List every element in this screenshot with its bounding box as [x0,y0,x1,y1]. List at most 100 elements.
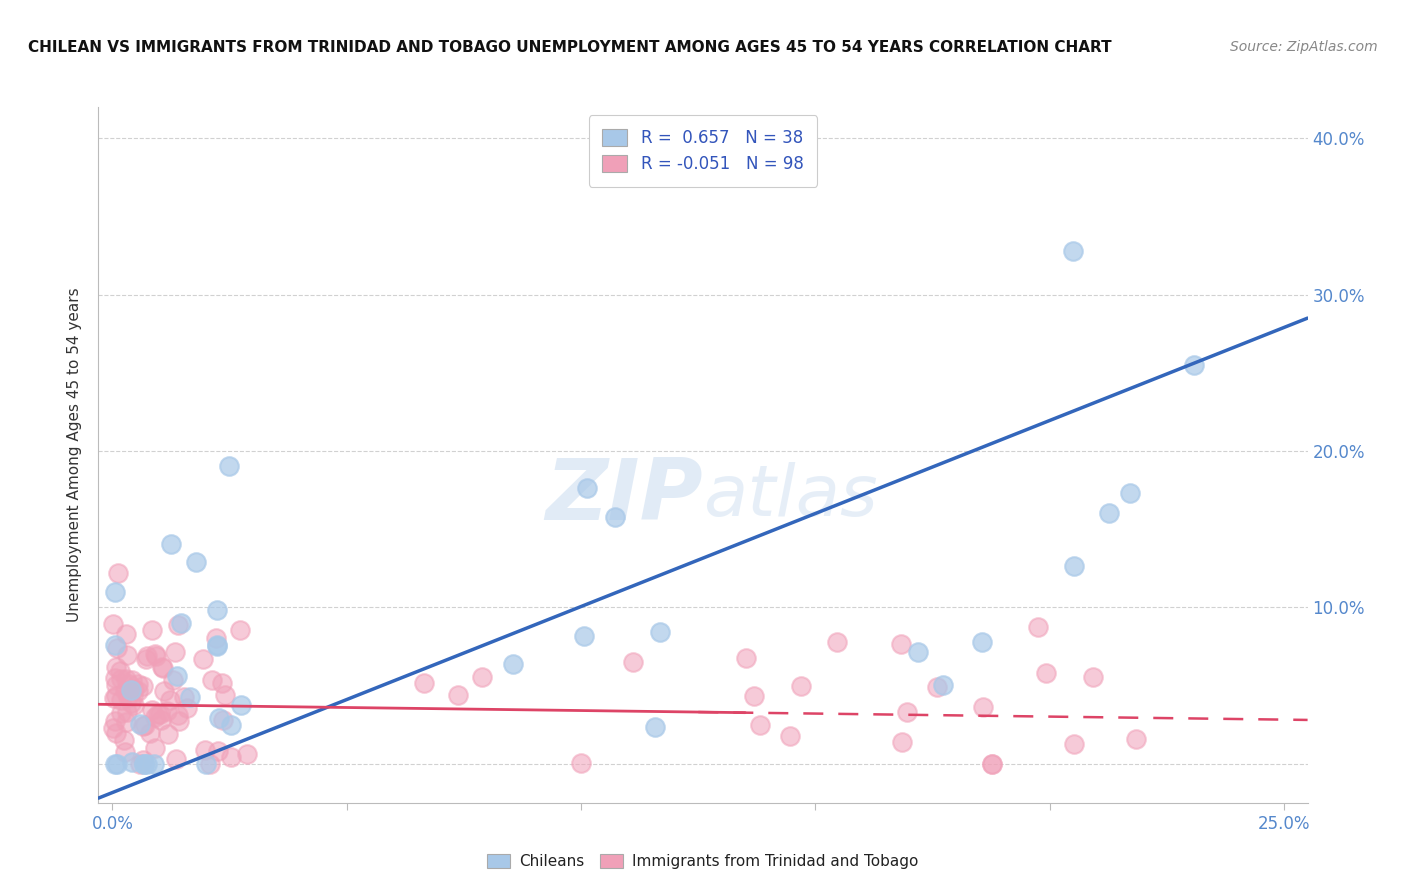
Point [135,651,157,665]
Point [101,721,124,735]
Point [136,756,159,771]
Point [107,566,129,580]
Point [207,744,229,758]
Point [141,703,163,717]
Point [1063,559,1085,574]
Point [117,690,139,704]
Point [572,629,595,643]
Point [235,747,257,761]
Point [211,676,233,690]
Point [214,688,236,702]
Point [134,756,156,771]
Point [143,648,166,662]
Point [218,458,240,473]
Point [114,715,136,730]
Point [207,711,229,725]
Point [173,690,195,705]
Point [105,689,128,703]
Point [502,657,524,671]
Point [790,680,813,694]
Point [121,673,143,688]
Point [205,638,228,652]
Point [184,555,207,569]
Point [104,726,127,740]
Point [115,627,138,641]
Point [205,603,228,617]
Text: ZIP: ZIP [546,455,703,538]
Point [118,677,141,691]
Point [108,664,131,678]
Point [603,509,626,524]
Point [1098,506,1121,520]
Point [143,741,166,756]
Point [981,756,1004,771]
Point [980,756,1002,771]
Point [170,616,193,631]
Point [153,684,176,698]
Point [120,697,142,711]
Point [575,482,598,496]
Point [122,690,145,704]
Point [110,673,132,687]
Point [1035,666,1057,681]
Legend: Chileans, Immigrants from Trinidad and Tobago: Chileans, Immigrants from Trinidad and T… [481,847,925,875]
Point [471,670,494,684]
Point [135,648,157,663]
Point [162,673,184,687]
Point [149,706,172,721]
Point [742,689,765,703]
Point [1119,486,1142,500]
Point [101,616,124,631]
Text: atlas: atlas [703,462,877,531]
Point [127,683,149,698]
Point [194,743,217,757]
Point [143,756,166,771]
Point [748,718,770,732]
Point [621,656,644,670]
Point [156,704,179,718]
Text: Source: ZipAtlas.com: Source: ZipAtlas.com [1230,40,1378,54]
Point [644,719,666,733]
Point [104,584,127,599]
Point [890,637,912,651]
Point [229,623,252,637]
Point [145,648,167,663]
Point [229,698,252,712]
Point [167,707,190,722]
Point [1063,738,1085,752]
Point [447,688,470,702]
Point [129,756,152,771]
Point [132,753,155,767]
Point [122,698,145,712]
Point [825,634,848,648]
Point [114,684,136,698]
Point [179,690,201,705]
Point [1081,670,1104,684]
Point [735,650,758,665]
Point [114,745,136,759]
Point [127,677,149,691]
Point [103,690,125,705]
Point [1182,358,1205,372]
Point [891,735,914,749]
Point [219,750,242,764]
Point [163,645,186,659]
Point [191,652,214,666]
Point [120,683,142,698]
Point [211,714,233,728]
Point [149,713,172,727]
Point [148,706,170,721]
Point [131,679,153,693]
Point [176,701,198,715]
Point [896,705,918,719]
Point [141,623,163,637]
Point [110,693,132,707]
Point [104,677,127,691]
Point [907,645,929,659]
Point [166,617,188,632]
Point [1125,731,1147,746]
Point [139,726,162,740]
Point [221,718,243,732]
Text: CHILEAN VS IMMIGRANTS FROM TRINIDAD AND TOBAGO UNEMPLOYMENT AMONG AGES 45 TO 54 : CHILEAN VS IMMIGRANTS FROM TRINIDAD AND … [28,40,1112,55]
Point [650,625,672,640]
